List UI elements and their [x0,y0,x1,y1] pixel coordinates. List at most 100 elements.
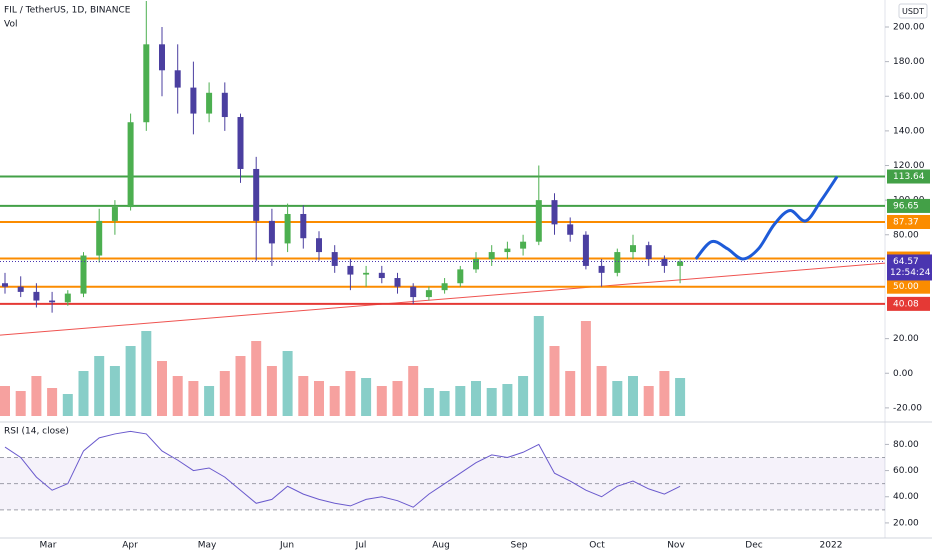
candle-body [190,87,197,114]
rsi-y-tick-label: 80.00 [893,440,919,450]
level-label-box [887,169,930,184]
volume-bar [580,321,591,416]
level-label-box [887,198,930,213]
candle-body [582,234,589,266]
y-tick-label: 160.00 [893,92,925,102]
x-tick-label: Jul [355,541,367,550]
x-tick-label: May [198,541,217,550]
x-tick-label: Jun [279,541,294,550]
volume-bar [47,388,58,416]
volume-bar [533,316,544,416]
x-tick-label: Oct [589,541,605,550]
candle-body [630,245,636,253]
volume-bar [157,361,167,416]
volume-bar [643,386,654,416]
y-tick-label: 20.00 [893,334,919,344]
candle-body [174,70,181,88]
y-tick-label: 120.00 [893,161,925,171]
candle-body [221,92,228,118]
y-tick-label: 80.00 [893,230,919,240]
volume-bar [596,366,607,416]
candle-body [206,92,213,114]
volume-bar [549,346,560,416]
candle-body [488,252,495,259]
volume-bar [31,376,42,416]
volume-bar [423,388,434,416]
candle-body [504,248,511,253]
candle-body [394,278,401,287]
volume-bar [345,371,356,416]
volume-bar [251,341,262,416]
volume-bar [141,331,152,416]
level-label: 113.64 [893,172,925,182]
candle-body [111,207,118,221]
candle-body [127,122,134,208]
candle-body [284,213,291,244]
candle-body [363,272,370,275]
candle-body [410,286,417,298]
volume-bar [361,378,372,416]
y-tick-label: 200.00 [893,23,925,33]
x-tick-label: 2022 [820,541,843,550]
volume-bar [518,376,529,416]
volume-bar [15,391,26,416]
candle-body [457,269,464,284]
candle-body [661,258,668,266]
volume-bar [659,371,670,416]
rsi-line [4,430,681,508]
volume-bar [455,386,466,416]
y-tick-label: -20.00 [893,403,922,413]
level-label: 96.65 [893,201,919,211]
candle-body [645,245,652,259]
candle-body [80,255,87,294]
x-tick-label: Apr [122,541,138,550]
current-price-label: 64.57 [893,257,919,267]
rsi-y-tick-label: 60.00 [893,466,919,476]
candle-body [17,286,24,292]
level-label: 87.37 [893,217,919,227]
candle-body [159,44,165,71]
volume-bar [376,386,387,416]
candle-body [378,272,385,279]
rsi-y-tick-label: 20.00 [893,518,919,528]
volume-bar [219,371,230,416]
volume-bar [471,381,481,416]
rsi-title: RSI (14, close) [4,427,69,437]
candle-body [473,258,479,270]
level-label: 40.08 [893,299,919,309]
level-label-box [887,296,930,311]
candle-body [520,241,527,249]
currency-box[interactable] [898,3,928,19]
candle-body [143,44,150,123]
volume-bar [612,381,623,416]
candle-body [567,224,574,235]
volume-bar [94,356,105,416]
volume-bar [266,366,277,416]
candle-body [441,283,448,291]
candle-body [551,200,558,225]
volume-bar [314,381,324,416]
volume-bar [408,366,419,416]
volume-bar [392,381,403,416]
forecast-curve [694,175,839,261]
volume-label: Vol [4,20,17,30]
y-tick-label: 140.00 [893,126,925,136]
currency: USDT [902,7,924,16]
candle-body [614,252,621,273]
candle-body [237,117,244,169]
candle-body [316,238,322,253]
trendline [0,262,886,336]
volume-bar [78,371,89,416]
volume-bar [62,394,73,416]
volume-bar [329,386,340,416]
rsi-y-tick-label: 40.00 [893,492,919,502]
candle-body [331,252,338,266]
volume-bar [0,386,10,416]
volume-bar [298,376,309,416]
candle-body [96,220,103,256]
x-tick-label: Aug [432,541,450,550]
volume-bar [628,376,638,416]
current-price-box [887,254,932,281]
